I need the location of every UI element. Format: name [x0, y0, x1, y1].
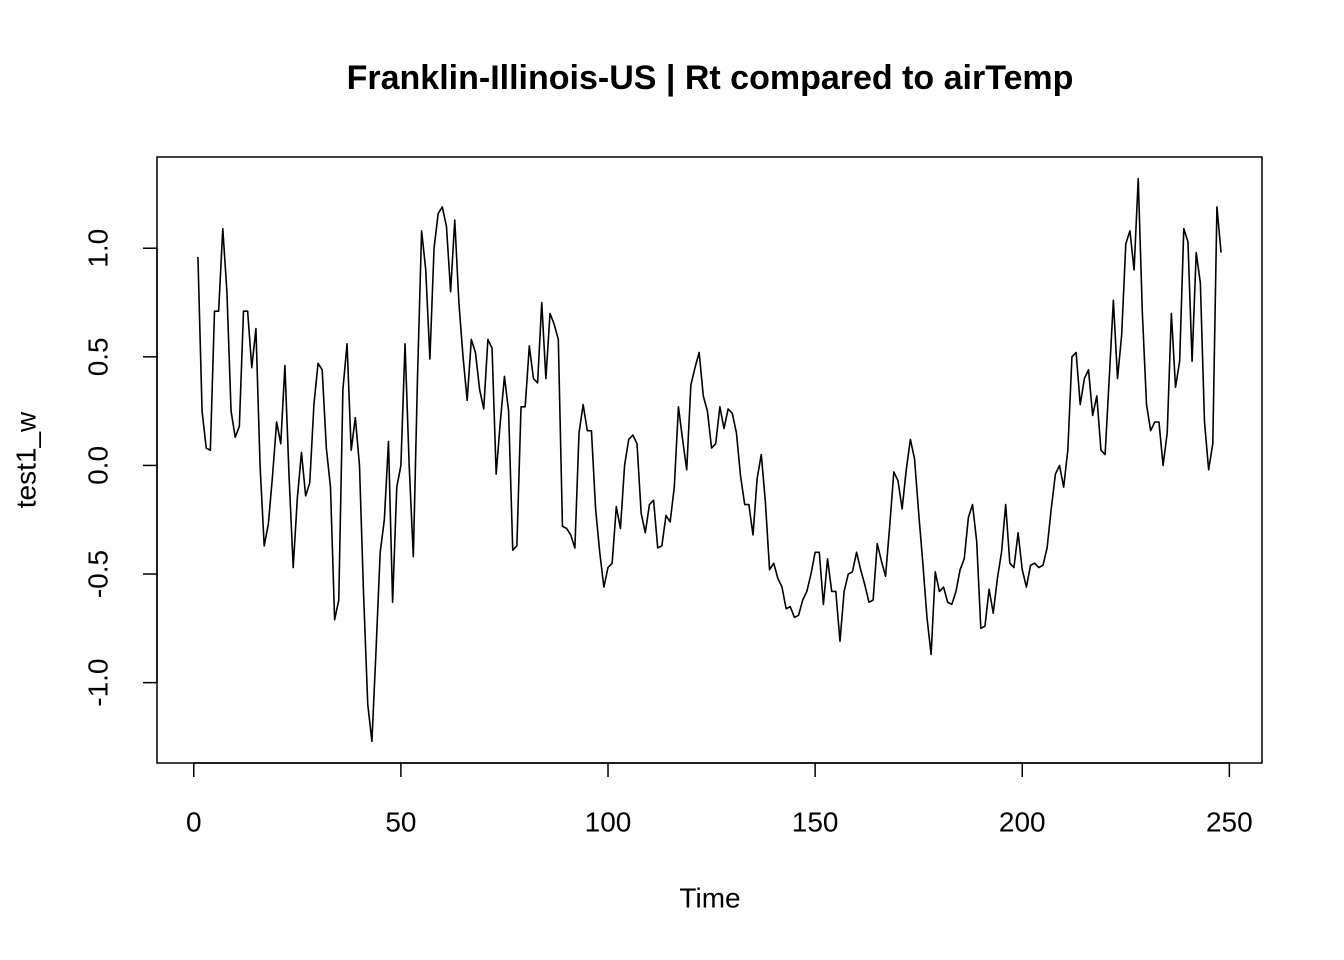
chart-title: Franklin-Illinois-US | Rt compared to ai… — [347, 59, 1074, 97]
y-tick-label: 0.0 — [82, 446, 113, 485]
y-tick-label: -0.5 — [82, 550, 113, 598]
x-tick-label: 50 — [385, 806, 416, 837]
y-tick-label: 0.5 — [82, 337, 113, 376]
x-tick-label: 250 — [1206, 806, 1253, 837]
x-tick-label: 150 — [792, 806, 839, 837]
x-axis-label: Time — [679, 882, 740, 913]
data-line — [197, 177, 1222, 743]
x-tick-label: 200 — [999, 806, 1046, 837]
y-axis-label: test1_w — [10, 411, 41, 508]
x-tick-label: 0 — [186, 806, 202, 837]
x-tick-label: 100 — [585, 806, 632, 837]
y-tick-label: -1.0 — [82, 659, 113, 707]
plot-box — [156, 156, 1263, 764]
y-tick-label: 1.0 — [82, 229, 113, 268]
